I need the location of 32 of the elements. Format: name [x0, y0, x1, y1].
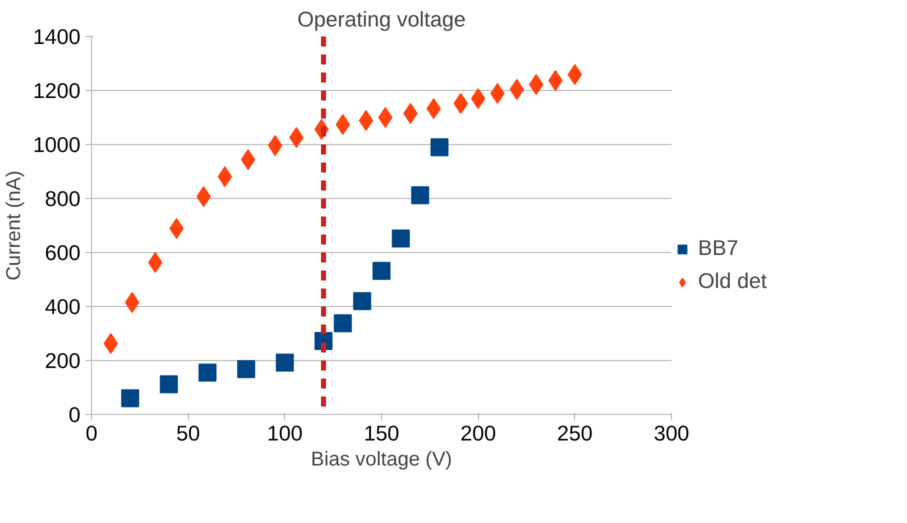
legend-label: BB7	[698, 236, 738, 261]
y-axis-title: Current (nA)	[3, 170, 26, 281]
ref-line-label: Operating voltage	[297, 8, 466, 32]
x-tick-label: 0	[86, 422, 98, 446]
x-tick-label: 150	[364, 422, 400, 446]
y-tick-label: 0	[68, 403, 81, 427]
y-tick-label: 600	[44, 241, 81, 265]
point	[411, 186, 430, 204]
legend-label: Old det	[698, 269, 767, 294]
x-tick-label: 100	[267, 422, 303, 446]
y-tick-label: 1400	[33, 25, 81, 49]
point	[198, 364, 216, 382]
y-tick-label: 400	[44, 295, 81, 319]
point	[430, 138, 448, 156]
y-tick-label: 800	[44, 187, 81, 211]
x-tick-label: 200	[460, 422, 496, 446]
point	[160, 375, 178, 394]
y-tick-label: 1000	[33, 133, 81, 157]
point	[237, 360, 256, 378]
x-tick-label: 50	[176, 422, 200, 446]
point	[392, 229, 410, 248]
point	[334, 314, 352, 332]
x-tick-label: 250	[557, 422, 593, 446]
x-axis-title: Bias voltage (V)	[310, 448, 452, 470]
point	[353, 292, 372, 310]
point	[276, 354, 294, 372]
y-tick-label: 200	[44, 349, 81, 373]
point	[372, 262, 390, 280]
point	[378, 107, 393, 128]
y-tick-label: 1200	[33, 79, 81, 103]
point	[121, 389, 140, 408]
x-tick-label: 300	[654, 422, 690, 446]
